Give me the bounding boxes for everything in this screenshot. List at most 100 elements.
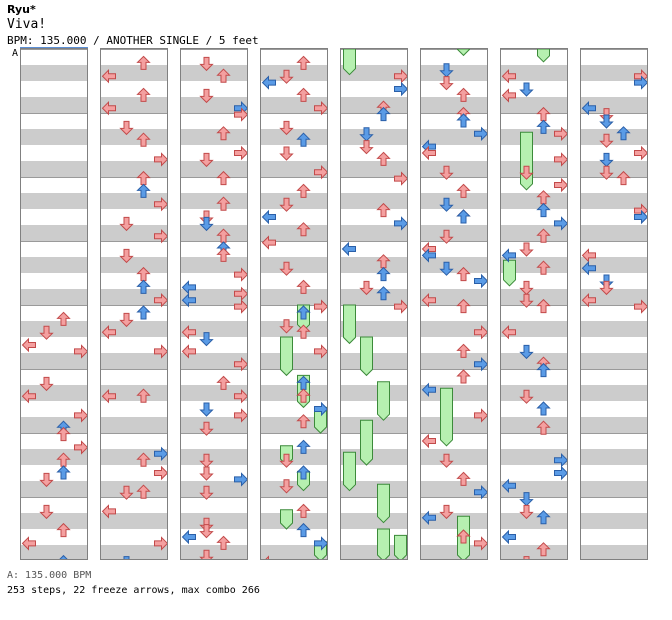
beat-stripe xyxy=(421,97,487,113)
beat-stripe xyxy=(501,81,567,97)
beat-stripe xyxy=(261,209,327,225)
left-arrow-icon xyxy=(581,260,596,276)
measure-line xyxy=(21,369,87,370)
up-arrow-icon xyxy=(376,202,391,218)
right-arrow-icon xyxy=(234,356,247,372)
beat-stripe xyxy=(421,369,487,385)
beat-stripe xyxy=(341,257,407,273)
left-arrow-icon xyxy=(581,292,596,308)
beat-stripe xyxy=(421,65,487,81)
beat-stripe xyxy=(21,369,87,385)
beat-stripe xyxy=(21,161,87,177)
right-arrow-icon xyxy=(74,408,87,423)
beat-stripe xyxy=(581,545,647,559)
down-arrow-icon xyxy=(279,453,294,468)
beat-stripe xyxy=(581,289,647,305)
measure-line xyxy=(341,305,407,306)
measure-line xyxy=(261,49,327,50)
down-arrow-icon xyxy=(199,524,214,539)
beat-stripe xyxy=(101,401,167,417)
up-arrow-icon xyxy=(536,362,551,378)
freeze-arrow-icon xyxy=(360,336,373,377)
beat-stripe xyxy=(21,257,87,273)
beat-stripe xyxy=(501,353,567,369)
beat-stripe xyxy=(181,337,247,353)
beat-stripe xyxy=(181,449,247,465)
measure-line xyxy=(421,369,487,370)
down-arrow-icon xyxy=(599,165,614,180)
measure-line xyxy=(181,49,247,50)
down-arrow-icon xyxy=(519,82,534,97)
down-arrow-icon xyxy=(199,453,214,468)
beat-stripe xyxy=(421,49,487,65)
beat-stripe xyxy=(421,433,487,449)
up-arrow-icon xyxy=(456,87,471,102)
song-title: Viva! xyxy=(7,17,47,32)
beat-stripe xyxy=(181,353,247,369)
beat-stripe xyxy=(261,417,327,433)
beat-stripe xyxy=(421,481,487,497)
up-arrow-icon xyxy=(296,414,311,429)
left-arrow-icon xyxy=(101,100,116,116)
beat-stripe xyxy=(421,305,487,321)
beat-stripe xyxy=(421,129,487,145)
beat-stripe xyxy=(501,305,567,321)
beat-stripe xyxy=(181,545,247,559)
beat-stripe xyxy=(501,225,567,241)
up-arrow-icon xyxy=(376,106,391,122)
left-arrow-icon xyxy=(581,100,596,116)
measure-line xyxy=(261,113,327,114)
beat-stripe xyxy=(181,97,247,113)
beat-stripe xyxy=(581,417,647,433)
measure-line xyxy=(581,49,647,50)
measure-line xyxy=(21,177,87,178)
beat-stripe xyxy=(101,337,167,353)
right-arrow-icon xyxy=(314,401,327,417)
beat-stripe xyxy=(501,289,567,305)
up-arrow-icon xyxy=(136,484,151,499)
up-arrow-icon xyxy=(536,228,551,243)
beat-stripe xyxy=(581,49,647,65)
up-arrow-icon xyxy=(296,522,311,538)
beat-stripe xyxy=(181,513,247,529)
beat-stripe xyxy=(21,145,87,161)
chart-column-canvas xyxy=(261,49,327,559)
chart-column xyxy=(500,48,568,560)
right-arrow-icon xyxy=(154,292,167,308)
up-arrow-icon xyxy=(136,183,151,198)
step-stats: 253 steps, 22 freeze arrows, max combo 2… xyxy=(7,585,260,596)
right-arrow-icon xyxy=(154,536,167,551)
beat-stripe xyxy=(501,545,567,559)
beat-stripe xyxy=(101,161,167,177)
beat-stripe xyxy=(341,209,407,225)
left-arrow-icon xyxy=(101,324,116,340)
beat-stripe xyxy=(261,545,327,559)
beat-stripe xyxy=(261,225,327,241)
beat-stripe xyxy=(341,449,407,465)
left-arrow-icon xyxy=(181,292,196,308)
measure-line xyxy=(341,497,407,498)
left-arrow-icon xyxy=(181,344,196,359)
artist-name: Ryu* xyxy=(7,3,36,16)
beat-stripe xyxy=(181,241,247,257)
left-arrow-icon xyxy=(421,510,436,526)
down-arrow-icon xyxy=(199,466,214,481)
beat-stripe xyxy=(581,497,647,513)
beat-stripe xyxy=(21,513,87,529)
beat-stripe xyxy=(341,353,407,369)
measure-line xyxy=(181,113,247,114)
up-arrow-icon xyxy=(456,298,471,314)
beat-stripe xyxy=(421,257,487,273)
down-arrow-icon xyxy=(119,216,134,232)
left-arrow-icon xyxy=(261,209,276,225)
up-arrow-icon xyxy=(216,247,231,262)
beat-stripe xyxy=(101,305,167,321)
beat-stripe xyxy=(21,433,87,449)
measure-line xyxy=(581,177,647,178)
measure-line xyxy=(581,241,647,242)
up-arrow-icon xyxy=(536,260,551,275)
measure-line xyxy=(501,433,567,434)
beat-stripe xyxy=(341,433,407,449)
beat-stripe xyxy=(421,241,487,257)
up-arrow-icon xyxy=(536,401,551,416)
